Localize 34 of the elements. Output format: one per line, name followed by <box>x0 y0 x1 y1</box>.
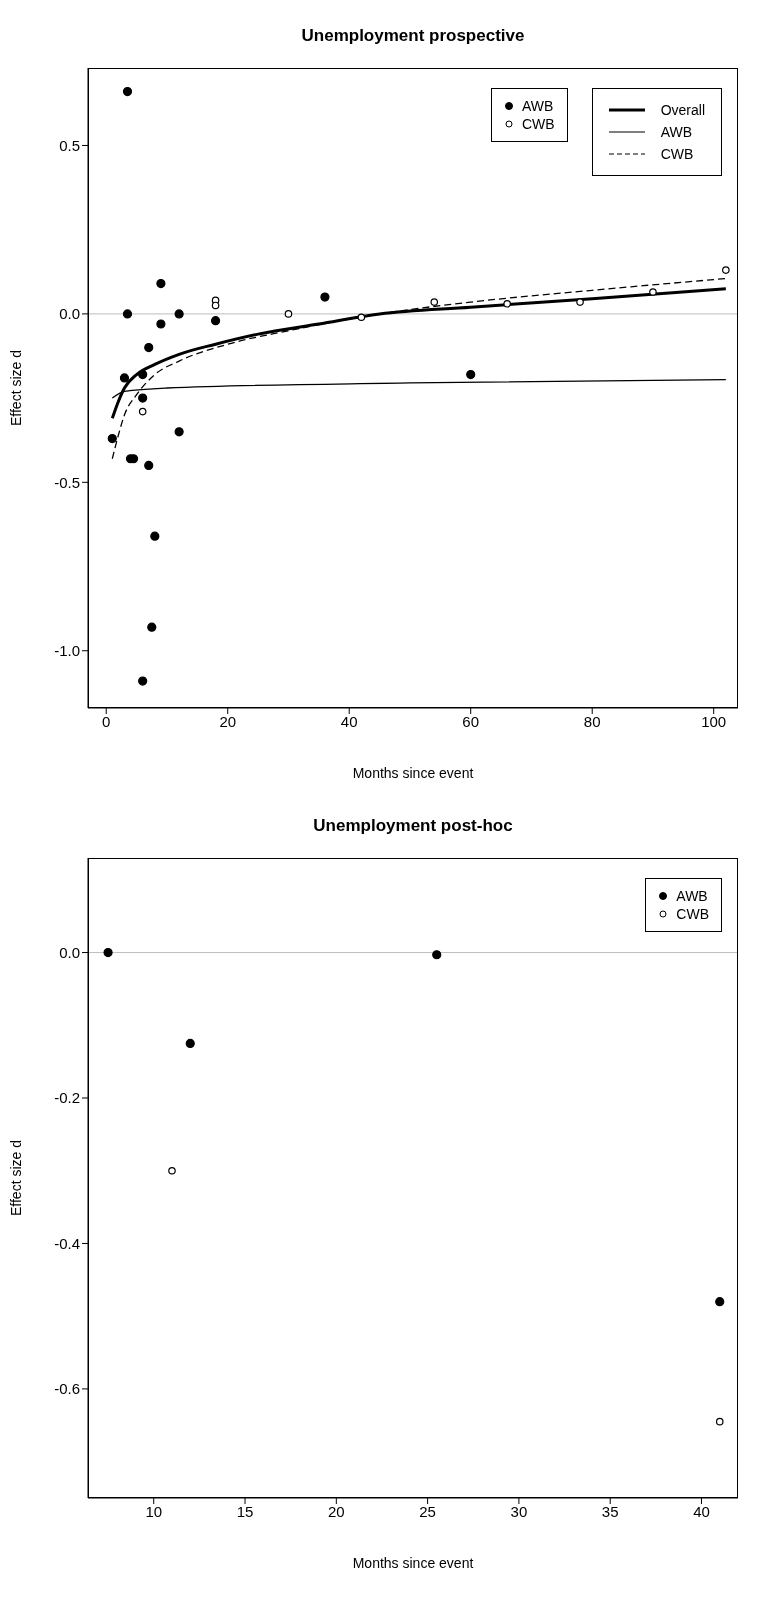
x-tick-label: 15 <box>236 1502 254 1520</box>
x-tick-label: 30 <box>510 1502 528 1520</box>
x-tick-label: 40 <box>693 1502 710 1520</box>
y-tick-label: -0.5 <box>54 473 80 491</box>
chart-title: Unemployment post-hoc <box>312 816 514 836</box>
x-tick-label: 35 <box>601 1502 619 1520</box>
legend-label: AWB <box>660 123 693 142</box>
y-tick-label: -0.4 <box>54 1234 80 1252</box>
x-tick-label: 60 <box>462 712 480 730</box>
legend-label: CWB <box>676 905 709 923</box>
x-tick-label: 0 <box>102 712 111 730</box>
legend-label: CWB <box>660 145 694 164</box>
chart-title: Unemployment prospective <box>300 26 526 46</box>
x-tick-label: 20 <box>219 712 237 730</box>
y-tick-label: 0.0 <box>59 305 80 323</box>
legend-label: Overall <box>660 101 705 120</box>
y-axis-title: Effect size d <box>7 1139 24 1217</box>
y-tick-label: -0.2 <box>54 1089 80 1107</box>
legend-label: CWB <box>521 115 555 133</box>
y-tick-label: -0.6 <box>54 1380 80 1398</box>
legend-label: AWB <box>521 97 554 115</box>
y-tick-label: -1.0 <box>54 642 80 660</box>
legend-label: AWB <box>676 887 708 905</box>
y-tick-label: 0.0 <box>59 943 80 961</box>
x-tick-label: 40 <box>340 712 358 730</box>
x-tick-label: 20 <box>327 1502 345 1520</box>
x-tick-label: 80 <box>583 712 601 730</box>
x-tick-label: 100 <box>701 712 727 730</box>
y-axis-title: Effect size d <box>7 349 24 427</box>
x-axis-title: Months since event <box>352 1555 474 1571</box>
y-tick-label: 0.5 <box>59 136 80 154</box>
x-axis-title: Months since event <box>352 765 474 781</box>
x-tick-label: 25 <box>419 1502 436 1520</box>
x-tick-label: 10 <box>145 1502 163 1520</box>
